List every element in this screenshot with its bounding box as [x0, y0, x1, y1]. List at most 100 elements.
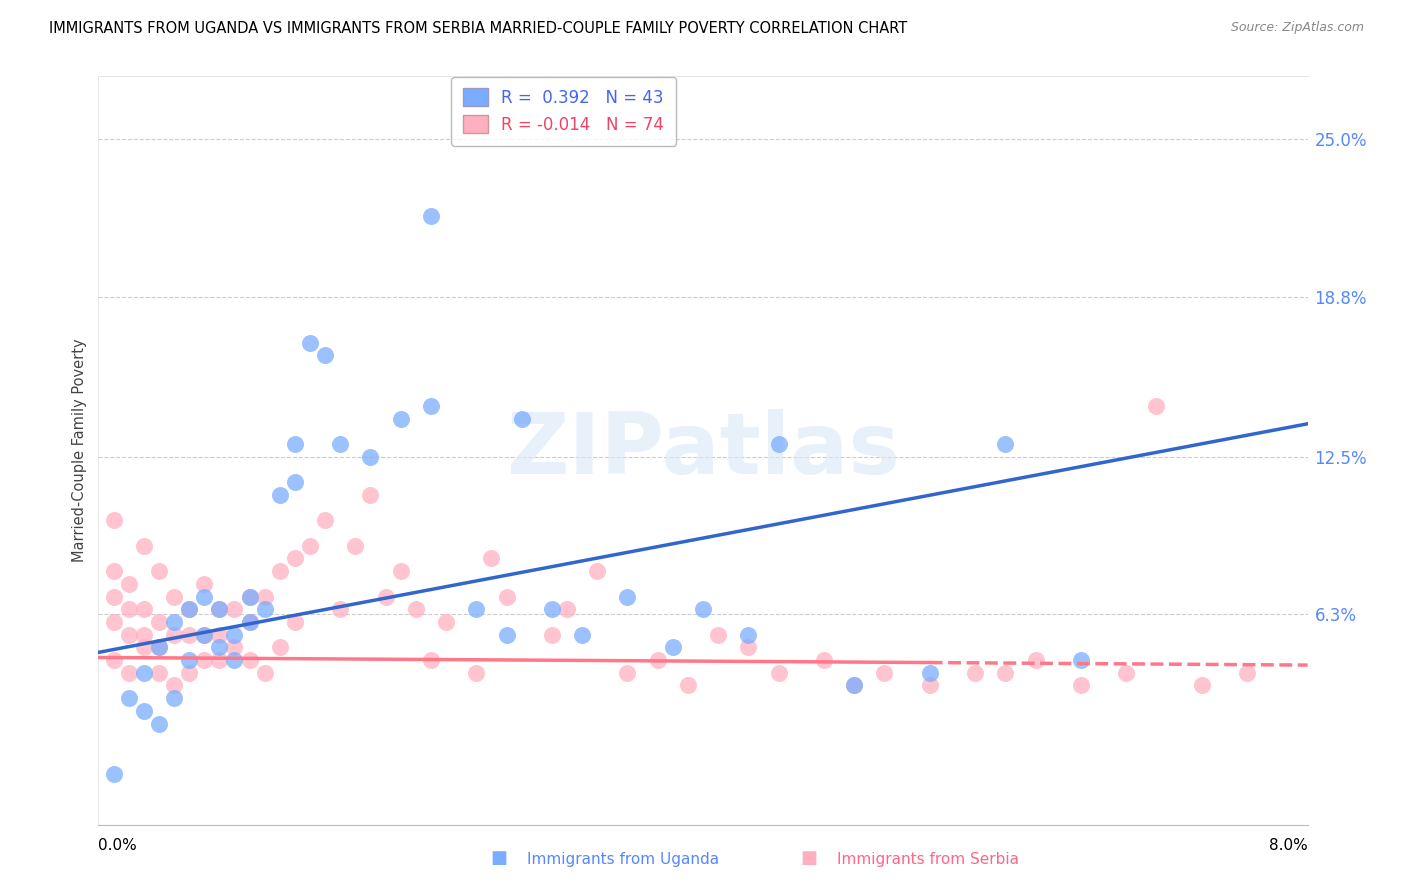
Point — [965, 665, 987, 680]
Point — [179, 653, 201, 667]
Point — [616, 665, 638, 680]
Point — [768, 437, 790, 451]
Point — [495, 627, 517, 641]
Point — [103, 615, 125, 629]
Point — [284, 551, 307, 566]
Point — [314, 513, 336, 527]
Point — [405, 602, 427, 616]
Point — [495, 590, 517, 604]
Point — [132, 602, 155, 616]
Point — [586, 564, 609, 578]
Point — [844, 678, 866, 692]
Point — [329, 602, 352, 616]
Point — [224, 627, 246, 641]
Point — [420, 653, 443, 667]
Point — [360, 450, 382, 464]
Point — [299, 539, 322, 553]
Point — [239, 615, 262, 629]
Point — [148, 665, 170, 680]
Point — [208, 602, 231, 616]
Point — [148, 640, 170, 655]
Point — [918, 665, 941, 680]
Point — [420, 399, 443, 413]
Point — [737, 627, 759, 641]
Point — [163, 678, 186, 692]
Point — [284, 437, 307, 451]
Point — [1146, 399, 1168, 413]
Text: 8.0%: 8.0% — [1268, 838, 1308, 853]
Point — [103, 767, 125, 781]
Point — [360, 488, 382, 502]
Point — [918, 678, 941, 692]
Point — [616, 590, 638, 604]
Point — [434, 615, 457, 629]
Point — [179, 665, 201, 680]
Point — [193, 627, 215, 641]
Point — [208, 653, 231, 667]
Point — [374, 590, 396, 604]
Point — [540, 602, 562, 616]
Point — [179, 627, 201, 641]
Point — [148, 564, 170, 578]
Point — [179, 602, 201, 616]
Point — [510, 411, 533, 425]
Point — [193, 627, 215, 641]
Point — [118, 627, 141, 641]
Point — [118, 665, 141, 680]
Point — [844, 678, 866, 692]
Point — [344, 539, 367, 553]
Point — [253, 590, 276, 604]
Point — [132, 539, 155, 553]
Point — [224, 602, 246, 616]
Point — [873, 665, 896, 680]
Text: Immigrants from Uganda: Immigrants from Uganda — [527, 852, 720, 867]
Point — [132, 627, 155, 641]
Point — [661, 640, 683, 655]
Point — [813, 653, 835, 667]
Point — [555, 602, 578, 616]
Point — [163, 590, 186, 604]
Point — [118, 602, 141, 616]
Point — [994, 665, 1017, 680]
Point — [1236, 665, 1258, 680]
Point — [239, 590, 262, 604]
Point — [132, 665, 155, 680]
Text: ZIPatlas: ZIPatlas — [506, 409, 900, 492]
Text: Source: ZipAtlas.com: Source: ZipAtlas.com — [1230, 21, 1364, 34]
Point — [148, 640, 170, 655]
Text: ■: ■ — [491, 849, 508, 867]
Text: ■: ■ — [800, 849, 817, 867]
Point — [737, 640, 759, 655]
Point — [1070, 678, 1092, 692]
Point — [481, 551, 503, 566]
Point — [208, 627, 231, 641]
Point — [103, 564, 125, 578]
Point — [148, 615, 170, 629]
Point — [148, 716, 170, 731]
Point — [253, 602, 276, 616]
Point — [103, 513, 125, 527]
Point — [647, 653, 669, 667]
Point — [224, 653, 246, 667]
Point — [707, 627, 730, 641]
Point — [1191, 678, 1213, 692]
Legend: R =  0.392   N = 43, R = -0.014   N = 74: R = 0.392 N = 43, R = -0.014 N = 74 — [451, 77, 676, 145]
Point — [994, 437, 1017, 451]
Point — [103, 653, 125, 667]
Point — [239, 615, 262, 629]
Point — [420, 209, 443, 223]
Point — [163, 627, 186, 641]
Point — [1025, 653, 1047, 667]
Text: IMMIGRANTS FROM UGANDA VS IMMIGRANTS FROM SERBIA MARRIED-COUPLE FAMILY POVERTY C: IMMIGRANTS FROM UGANDA VS IMMIGRANTS FRO… — [49, 21, 907, 36]
Point — [1070, 653, 1092, 667]
Point — [692, 602, 714, 616]
Point — [163, 615, 186, 629]
Y-axis label: Married-Couple Family Poverty: Married-Couple Family Poverty — [72, 339, 87, 562]
Point — [284, 615, 307, 629]
Point — [239, 590, 262, 604]
Point — [465, 602, 488, 616]
Point — [540, 627, 562, 641]
Point — [269, 488, 291, 502]
Point — [132, 640, 155, 655]
Point — [163, 691, 186, 706]
